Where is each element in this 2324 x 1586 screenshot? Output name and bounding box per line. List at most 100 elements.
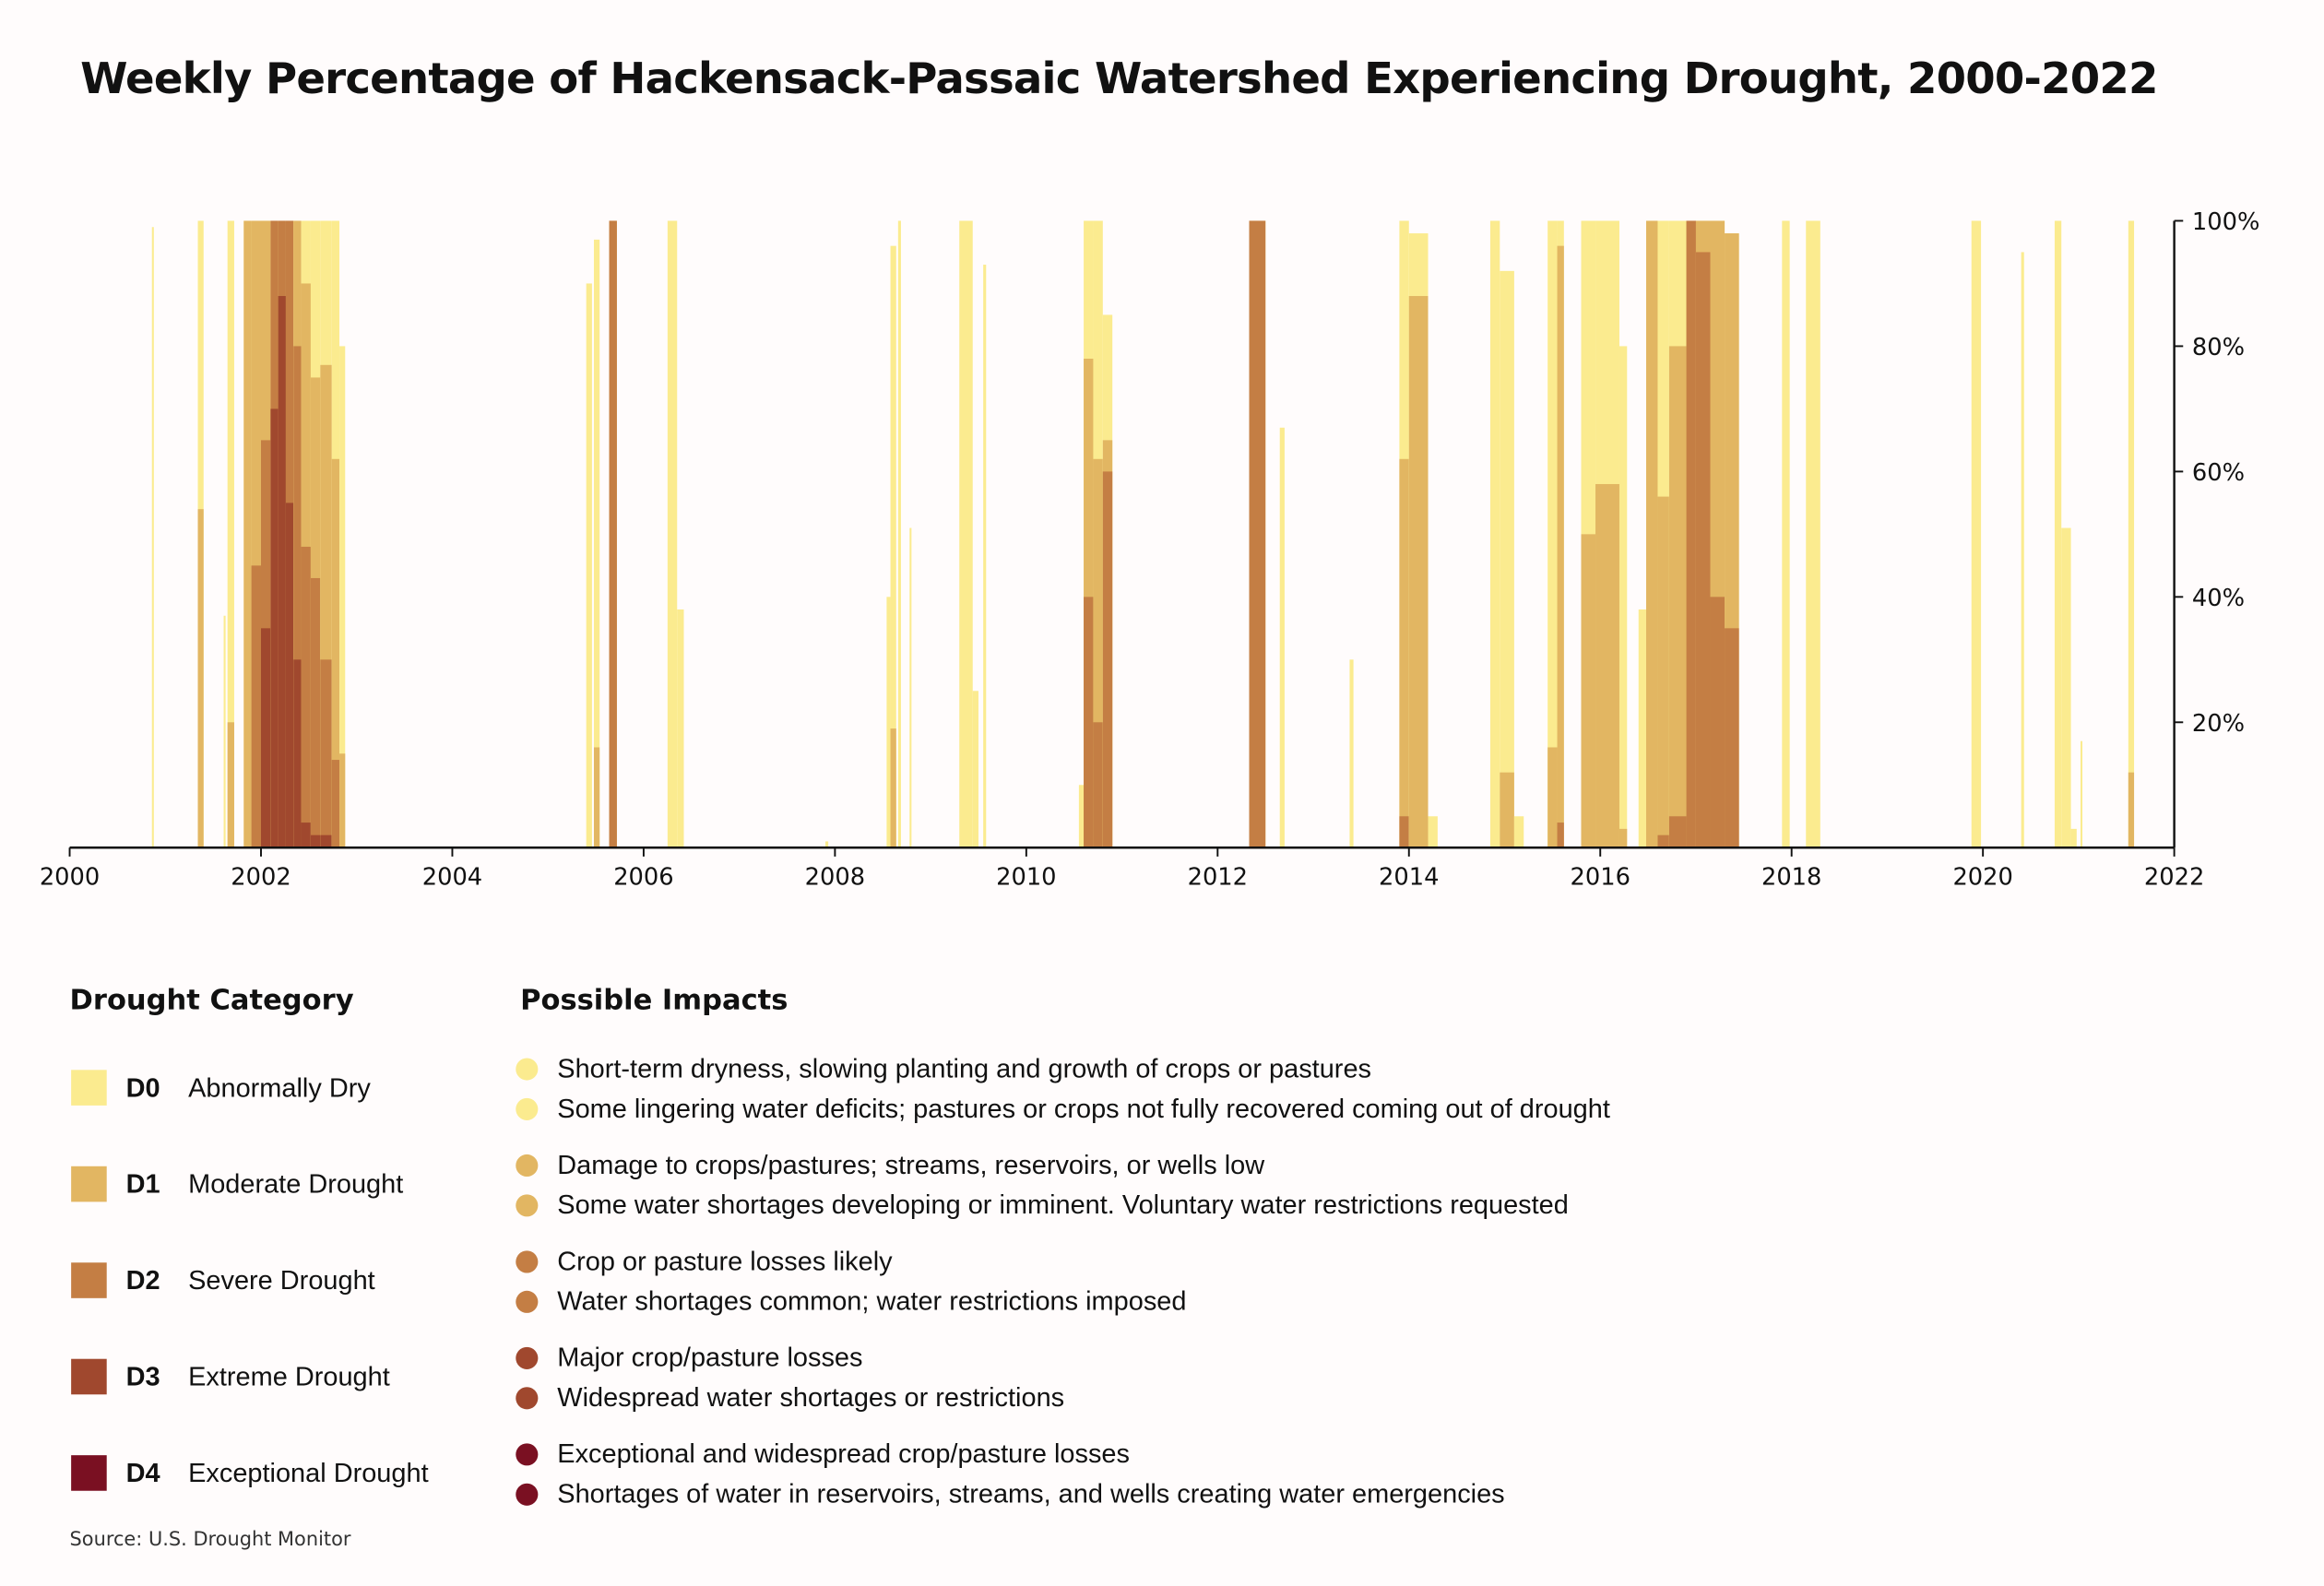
bar-d0 — [909, 527, 912, 848]
bar-d2 — [1249, 220, 1266, 848]
bar-d2 — [1657, 834, 1669, 848]
bar-d1 — [1657, 496, 1669, 848]
bar-d1 — [1557, 245, 1564, 848]
x-tick-label: 2020 — [1952, 863, 2012, 891]
legend-item-d2: D2 Severe Drought — [71, 1262, 375, 1298]
bar-d0 — [1349, 659, 1354, 848]
impact-item: Major crop/pasture losses — [516, 1341, 862, 1373]
legend-item-d4: D4 Exceptional Drought — [71, 1455, 429, 1491]
bar-d3 — [285, 503, 294, 848]
bar-d0 — [586, 283, 592, 848]
bar-d1 — [1618, 828, 1628, 848]
category-code: D4 — [125, 1457, 160, 1487]
bar-d0 — [2128, 220, 2135, 848]
category-name: Extreme Drought — [188, 1361, 390, 1391]
bar-d3 — [270, 408, 279, 848]
bar-d0 — [593, 239, 600, 848]
bar-d0 — [1489, 220, 1500, 848]
bar-d0 — [2070, 828, 2077, 848]
category-code: D2 — [125, 1264, 160, 1295]
bar-d3 — [301, 823, 311, 848]
impact-text: Shortages of water in reservoirs, stream… — [557, 1478, 1505, 1509]
x-tick-label: 2012 — [1188, 863, 1248, 891]
y-tick-label: 40% — [2192, 585, 2245, 612]
bar-d0 — [1618, 346, 1628, 848]
bar-d1 — [1093, 458, 1103, 848]
impact-text: Some water shortages developing or immin… — [557, 1189, 1569, 1219]
bar-d2 — [331, 760, 340, 848]
bar-d0 — [2061, 527, 2071, 848]
y-tick-label: 60% — [2192, 459, 2245, 487]
bar-d0 — [1782, 220, 1790, 848]
bar-d2 — [301, 546, 311, 848]
bar-d0 — [1513, 816, 1524, 848]
bar-d0 — [983, 265, 987, 848]
impact-text: Exceptional and widespread crop/pasture … — [557, 1438, 1130, 1468]
bar-d2 — [1557, 823, 1564, 848]
impact-bullet-icon — [516, 1289, 539, 1313]
category-name: Severe Drought — [188, 1264, 375, 1295]
x-tick-label: 2010 — [996, 863, 1056, 891]
impact-bullet-icon — [516, 1482, 539, 1506]
bar-d1 — [1668, 346, 1687, 848]
category-legend-title: Drought Category — [69, 984, 354, 1017]
bar-d2 — [609, 220, 617, 848]
impact-text: Some lingering water deficits; pastures … — [557, 1093, 1610, 1123]
bar-d0 — [1078, 785, 1085, 848]
y-tick-label: 80% — [2192, 334, 2245, 361]
impact-text: Widespread water shortages or restrictio… — [557, 1381, 1065, 1412]
bar-d3 — [320, 834, 332, 848]
bar-d1 — [2128, 772, 2135, 848]
impact-item: Widespread water shortages or restrictio… — [516, 1381, 1064, 1414]
x-tick-label: 2000 — [40, 863, 100, 891]
impact-text: Major crop/pasture losses — [557, 1342, 863, 1372]
bar-d1 — [243, 220, 252, 848]
bar-d0 — [890, 245, 896, 848]
bar-d2 — [293, 346, 302, 848]
impact-text: Damage to crops/pastures; streams, reser… — [557, 1149, 1265, 1179]
bar-d0 — [677, 609, 684, 848]
bar-d2 — [1668, 816, 1687, 848]
impact-item: Some lingering water deficits; pastures … — [516, 1092, 1610, 1124]
bar-d0 — [1806, 220, 1820, 848]
bar-d3 — [310, 834, 321, 848]
impact-item: Some water shortages developing or immin… — [516, 1189, 1569, 1221]
impact-text: Short-term dryness, slowing planting and… — [557, 1052, 1371, 1083]
impact-item: Water shortages common; water restrictio… — [516, 1284, 1186, 1317]
bar-d0 — [223, 615, 226, 848]
bar-d0 — [1971, 220, 1982, 848]
bar-d2 — [1084, 597, 1094, 848]
impact-item: Crop or pasture losses likely — [516, 1245, 893, 1277]
impact-bullet-icon — [516, 1442, 539, 1465]
category-code: D1 — [125, 1168, 160, 1199]
bar-d0 — [2080, 740, 2083, 848]
impact-item: Exceptional and widespread crop/pasture … — [516, 1438, 1130, 1470]
y-tick-label: 100% — [2192, 208, 2259, 236]
bar-d1 — [1581, 534, 1596, 848]
bar-d3 — [293, 659, 302, 848]
category-name: Exceptional Drought — [188, 1457, 429, 1487]
bar-d2 — [1725, 628, 1739, 848]
x-tick-label: 2002 — [231, 863, 290, 891]
bar-d0 — [897, 220, 901, 848]
bar-d2 — [1093, 722, 1103, 848]
impact-bullet-icon — [516, 1097, 539, 1120]
legend-swatch — [71, 1166, 107, 1202]
impact-text: Crop or pasture losses likely — [557, 1245, 893, 1275]
bar-d3 — [278, 296, 286, 848]
bar-d2 — [1102, 471, 1113, 848]
legend-swatch — [71, 1070, 107, 1106]
bar-d2 — [1399, 816, 1409, 848]
impact-bullet-icon — [516, 1249, 539, 1272]
legend-item-d0: D0 Abnormally Dry — [71, 1070, 371, 1106]
bar-d1 — [1646, 220, 1658, 848]
legend-swatch — [71, 1262, 107, 1298]
category-name: Abnormally Dry — [188, 1071, 371, 1102]
x-tick-label: 2018 — [1761, 863, 1821, 891]
bar-d1 — [197, 509, 204, 848]
impact-item: Shortages of water in reservoirs, stream… — [516, 1477, 1505, 1509]
impact-item: Short-term dryness, slowing planting and… — [516, 1052, 1371, 1084]
category-code: D3 — [125, 1361, 160, 1391]
bar-d3 — [260, 628, 271, 848]
